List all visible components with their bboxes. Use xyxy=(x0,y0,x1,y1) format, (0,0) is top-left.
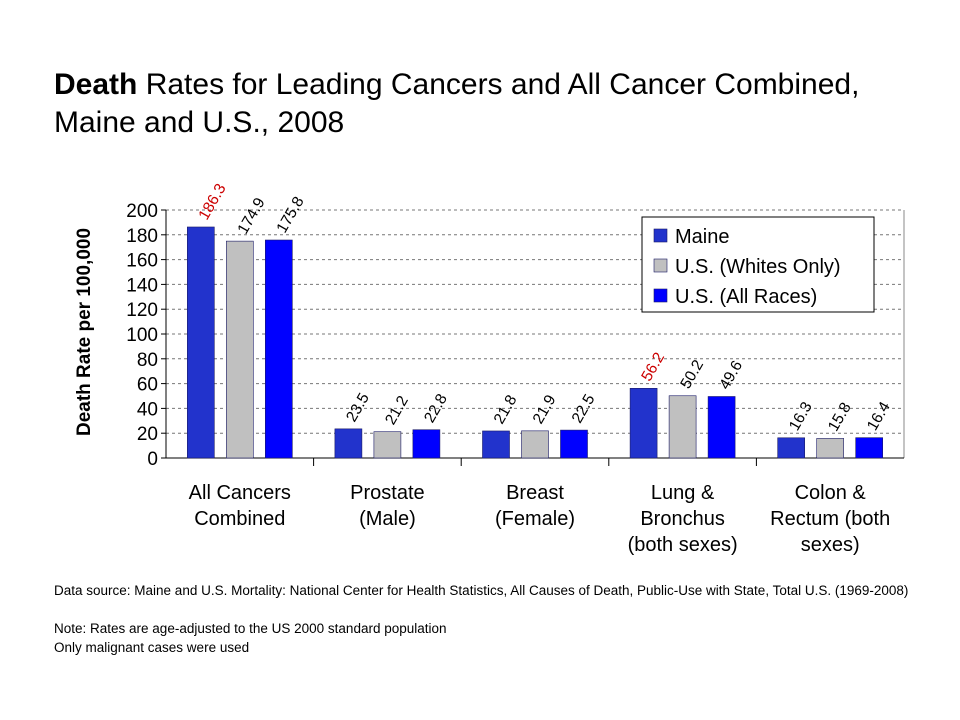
y-tick-label: 180 xyxy=(126,226,158,247)
bar-3 xyxy=(412,429,441,459)
data-label: 56.2 xyxy=(638,350,668,385)
data-label: 174.9 xyxy=(235,195,269,237)
data-label: 15.8 xyxy=(825,400,855,435)
y-tick-label: 20 xyxy=(137,424,158,445)
bar-1 xyxy=(334,428,363,459)
y-tick-label: 0 xyxy=(147,449,158,470)
y-tick-label: 80 xyxy=(137,350,158,371)
y-tick-label: 140 xyxy=(126,275,158,296)
bar-1 xyxy=(187,226,215,459)
data-label: 16.4 xyxy=(864,399,894,434)
bar-2 xyxy=(816,438,845,459)
data-label: 21.8 xyxy=(491,392,521,427)
category-label: Combined xyxy=(194,508,285,530)
footnotes: Data source: Maine and U.S. Mortality: N… xyxy=(54,581,944,657)
age-adjusted-note: Note: Rates are age-adjusted to the US 2… xyxy=(54,621,447,636)
data-label: 49.6 xyxy=(716,358,746,393)
category-label: Breast xyxy=(506,482,564,504)
bar-2 xyxy=(373,431,402,459)
legend-label: U.S. (All Races) xyxy=(675,286,817,308)
data-label: 21.2 xyxy=(382,393,412,428)
legend-label: Maine xyxy=(675,226,729,248)
data-label: 186.3 xyxy=(196,181,230,223)
data-label: 22.8 xyxy=(421,391,451,426)
category-label: All Cancers xyxy=(189,482,291,504)
category-label: sexes) xyxy=(801,534,860,556)
chart-title: Death Rates for Leading Cancers and All … xyxy=(54,66,914,142)
malignant-note: Only malignant cases were used xyxy=(54,640,250,655)
category-label: Bronchus xyxy=(640,508,725,530)
bar-3 xyxy=(707,396,736,459)
y-tick-label: 100 xyxy=(126,325,158,346)
category-label: (both sexes) xyxy=(628,534,738,556)
legend-swatch xyxy=(653,288,668,303)
bar-3 xyxy=(264,239,293,459)
y-tick-label: 120 xyxy=(126,300,158,321)
legend-box xyxy=(641,216,875,313)
legend-swatch xyxy=(653,258,668,273)
data-label: 23.5 xyxy=(343,390,373,425)
legend-label: U.S. (Whites Only) xyxy=(675,256,841,278)
data-label: 21.9 xyxy=(530,392,560,427)
bar-2 xyxy=(226,240,254,459)
bar-1 xyxy=(777,437,806,459)
category-label: Colon & xyxy=(795,482,867,504)
bar-3 xyxy=(855,437,884,459)
data-label: 175.8 xyxy=(274,194,308,236)
category-label: Lung & xyxy=(651,482,715,504)
data-label: 50.2 xyxy=(677,357,707,392)
chart-title-bold: Death xyxy=(54,68,138,101)
category-label: (Female) xyxy=(495,508,575,530)
bar-1 xyxy=(482,430,510,459)
chart-title-rest: Rates for Leading Cancers and All Cancer… xyxy=(54,68,860,139)
bar-3 xyxy=(560,429,588,459)
bar-2 xyxy=(668,395,697,459)
category-label: Rectum (both xyxy=(770,508,890,530)
legend-swatch xyxy=(653,228,668,243)
data-label: 16.3 xyxy=(786,399,816,434)
y-tick-label: 60 xyxy=(137,375,158,396)
y-axis-label: Death Rate per 100,000 xyxy=(74,228,95,436)
data-source-note: Data source: Maine and U.S. Mortality: N… xyxy=(54,583,909,598)
y-tick-label: 160 xyxy=(126,251,158,272)
category-label: Prostate xyxy=(350,482,424,504)
bar-2 xyxy=(521,430,549,459)
y-tick-label: 200 xyxy=(126,201,158,222)
category-label: (Male) xyxy=(359,508,416,530)
y-tick-label: 40 xyxy=(137,399,158,420)
bar-1 xyxy=(629,388,658,459)
